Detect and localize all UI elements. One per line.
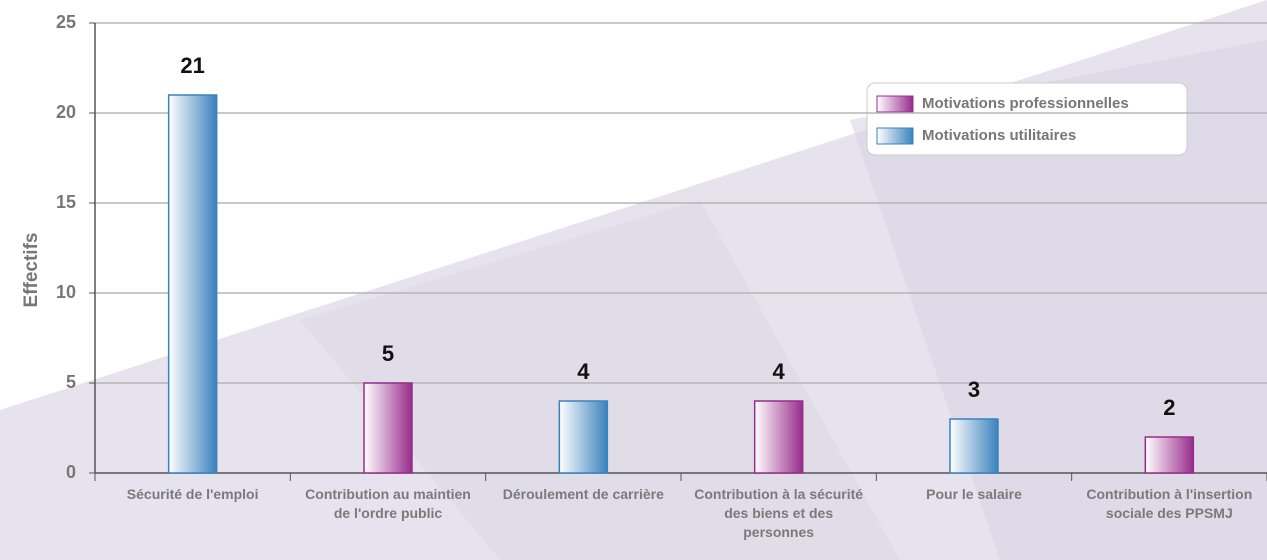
data-label: 4: [577, 359, 590, 384]
data-label: 5: [382, 341, 394, 366]
legend: [867, 83, 1187, 155]
y-tick-label: 25: [56, 12, 76, 32]
x-tick-label: Contribution au maintien de l'ordre publ…: [298, 485, 478, 523]
bar: [364, 383, 412, 473]
y-tick-label: 20: [56, 102, 76, 122]
data-label: 3: [968, 377, 980, 402]
y-tick-label: 0: [66, 462, 76, 482]
legend-swatch: [877, 128, 913, 144]
bar: [755, 401, 803, 473]
data-label: 2: [1163, 395, 1175, 420]
x-tick-label: Sécurité de l'emploi: [103, 485, 283, 504]
chart: Effectifs Motivations professionnelles Mo…: [0, 0, 1267, 560]
y-tick-label: 5: [66, 372, 76, 392]
data-label: 21: [180, 53, 204, 78]
legend-label: Motivations professionnelles: [922, 95, 1129, 112]
y-tick-label: 15: [56, 192, 76, 212]
x-tick-label: Déroulement de carrière: [493, 485, 673, 504]
legend-label: Motivations utilitaires: [922, 127, 1076, 144]
data-label: 4: [773, 359, 786, 384]
x-tick-label: Contribution à la sécurité des biens et …: [689, 485, 869, 542]
x-tick-label: Pour le salaire: [884, 485, 1064, 504]
bar: [1145, 437, 1193, 473]
bar: [950, 419, 998, 473]
y-tick-label: 10: [56, 282, 76, 302]
bar: [169, 95, 217, 473]
bar: [559, 401, 607, 473]
y-axis-label: Effectifs: [21, 233, 42, 308]
x-tick-label: Contribution à l'insertion sociale des P…: [1079, 485, 1259, 523]
chart-container: Effectifs Motivations professionnelles Mo…: [0, 0, 1267, 560]
legend-swatch: [877, 96, 913, 112]
